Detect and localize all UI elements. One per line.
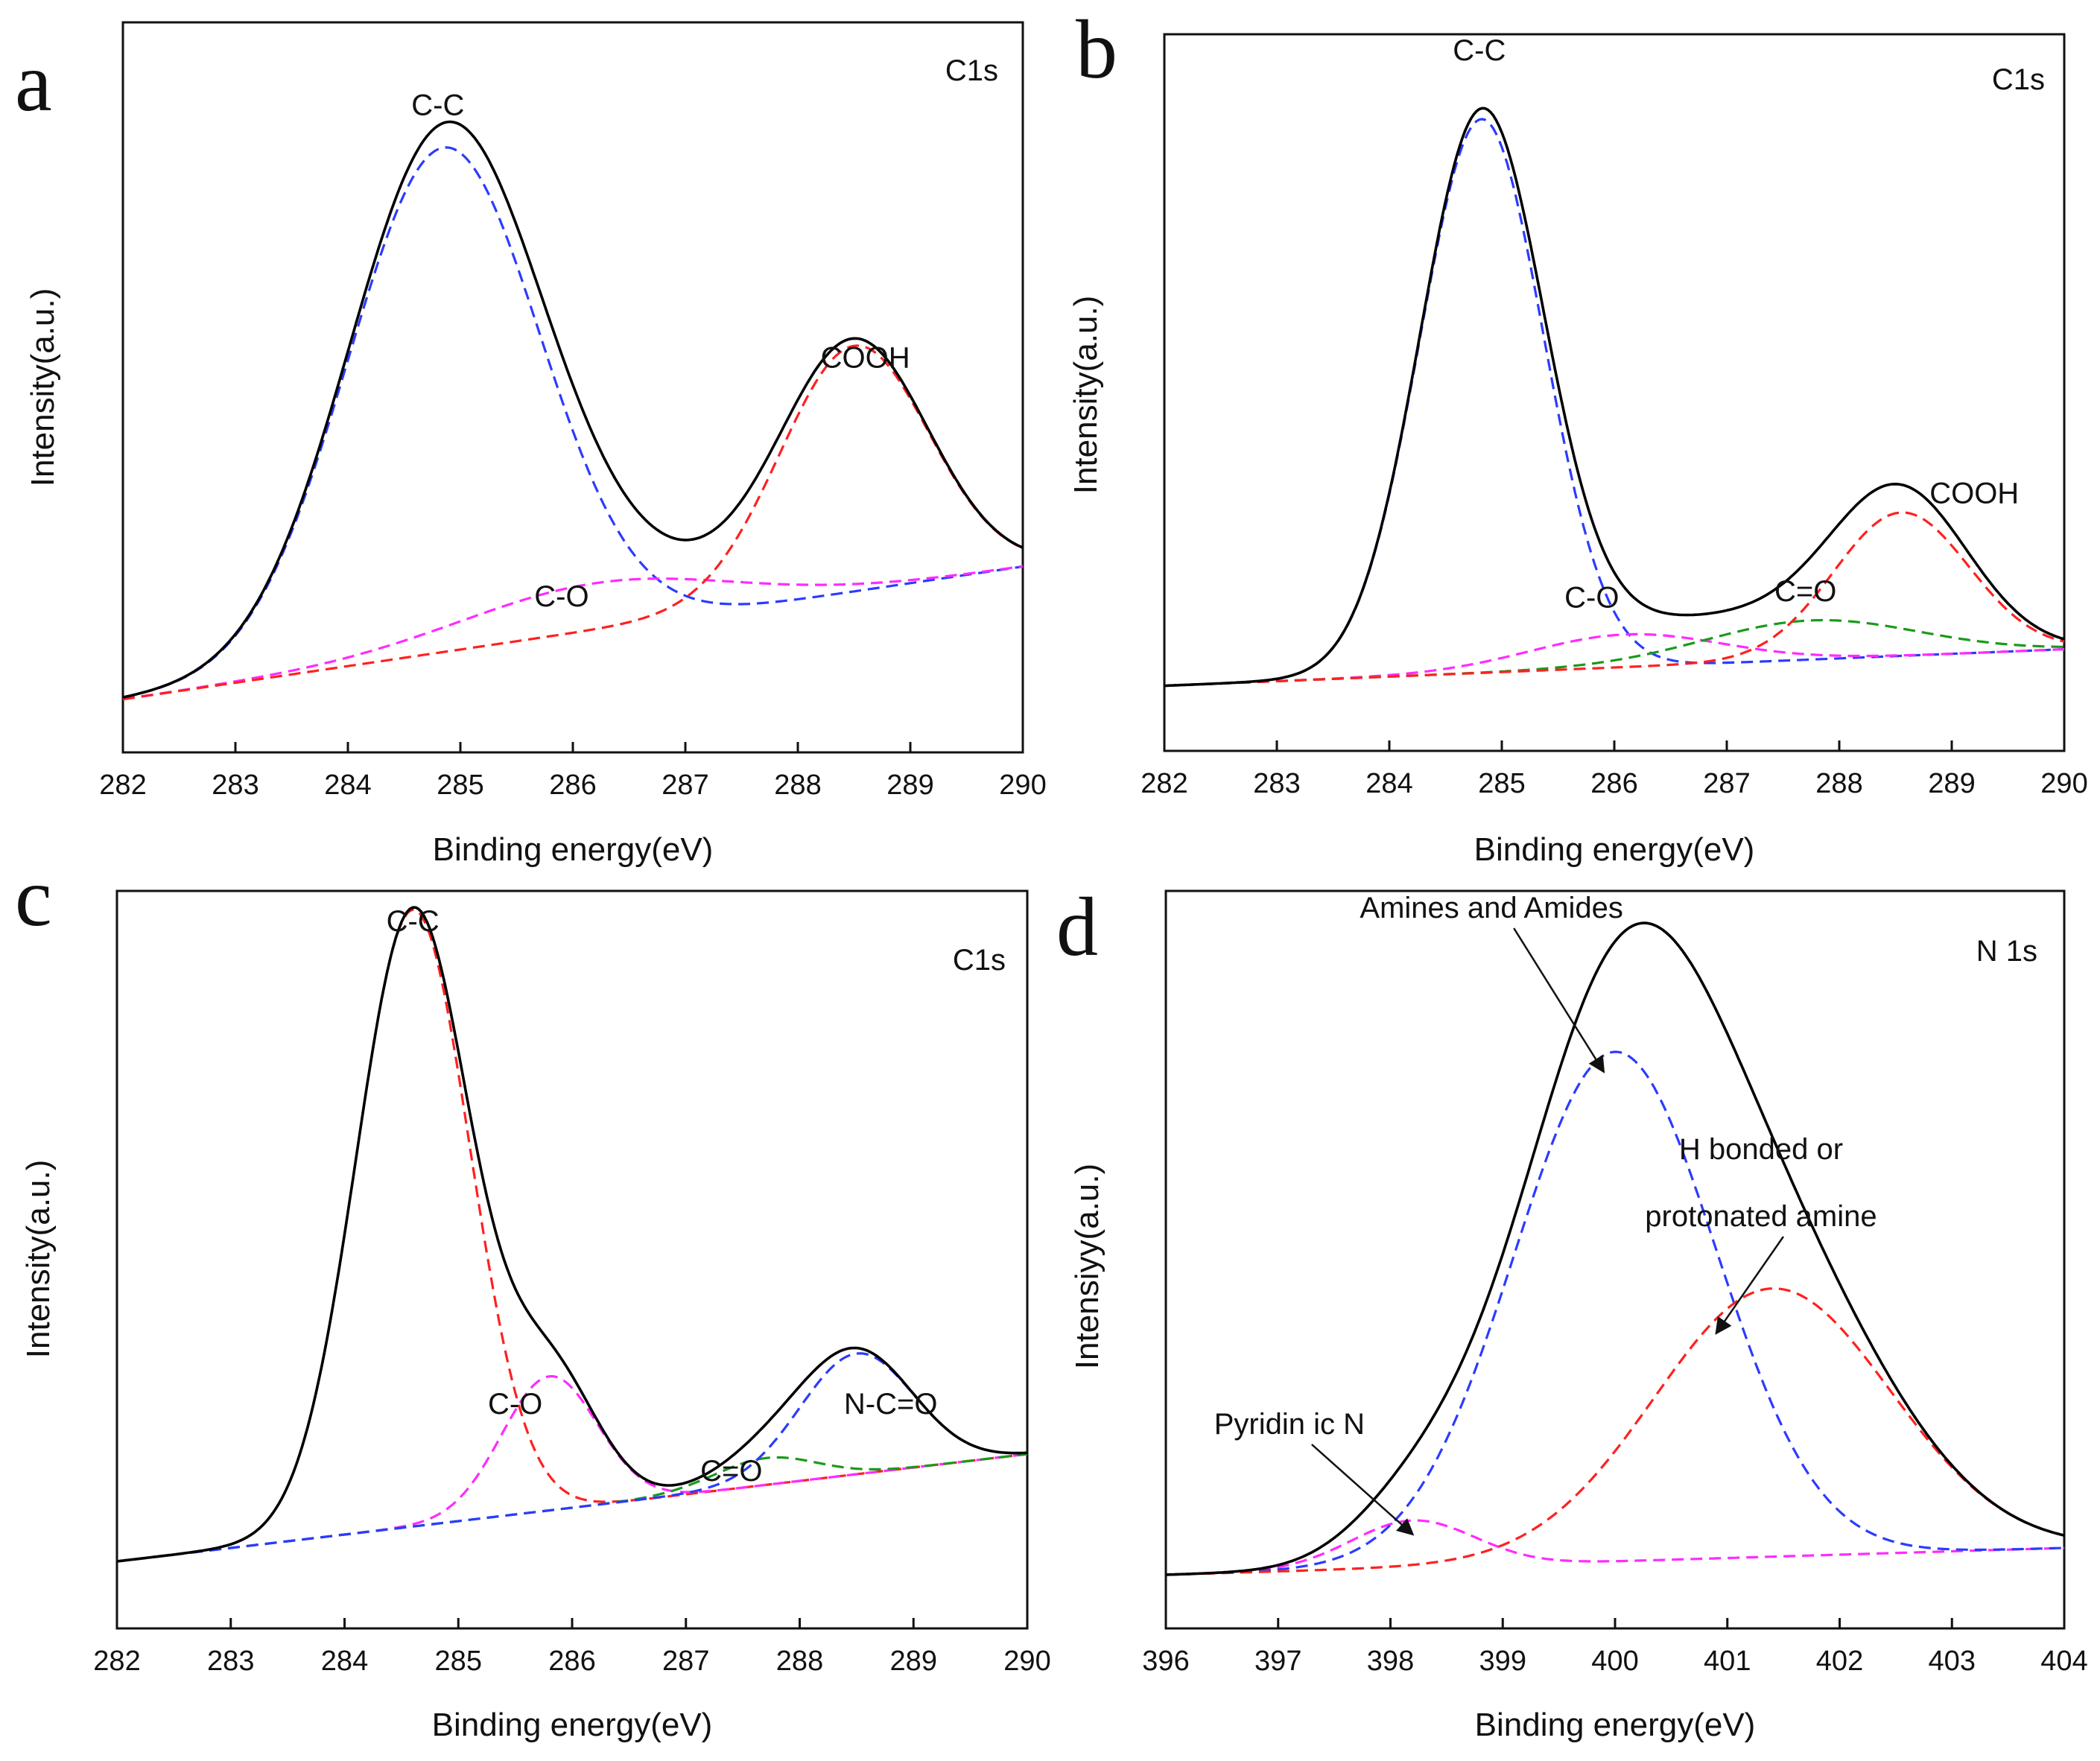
peak-label-b-cooh: COOH <box>1929 477 2019 510</box>
component-curve-b-c-o <box>1164 618 2065 688</box>
x-axis-title-b: Binding energy(eV) <box>1474 831 1755 868</box>
component-curve-d-amines-and-amides <box>1165 1050 2065 1576</box>
x-tick-label-d-404: 404 <box>2040 1646 2087 1677</box>
peak-label-b-c-o: C=O <box>1774 575 1836 608</box>
x-tick-label-d-401: 401 <box>1704 1646 1751 1677</box>
total-fit-curve-d <box>1165 921 2065 1576</box>
x-tick-label-a-290: 290 <box>999 770 1046 801</box>
peak-label-b-c-o: C-O <box>1564 582 1619 615</box>
component-curve-c-c-c <box>116 908 1028 1563</box>
spectrum-title-d: N 1s <box>1976 935 2037 968</box>
x-tick-label-d-396: 396 <box>1142 1646 1189 1677</box>
panel-b: b C1s Binding energy(eV) Intensity(a.u.)… <box>1068 4 2088 868</box>
total-fit-curve-b <box>1164 107 2065 688</box>
x-tick-label-b-289: 289 <box>1928 768 1975 799</box>
peak-label-d-protonated-amine: protonated amine <box>1645 1200 1877 1233</box>
panel-a: a C1s Binding energy(eV) Intensity(a.u.)… <box>15 21 1047 868</box>
x-tick-label-b-290: 290 <box>2040 768 2087 799</box>
component-curve-a-cooh <box>122 344 1024 701</box>
x-tick-label-b-283: 283 <box>1253 768 1300 799</box>
plot-frame-b <box>1163 33 2066 752</box>
x-tick-label-d-402: 402 <box>1816 1646 1863 1677</box>
peak-label-c-c-c: C-C <box>387 905 440 938</box>
x-tick-label-a-284: 284 <box>324 770 371 801</box>
x-tick-label-c-290: 290 <box>1003 1646 1050 1677</box>
peak-label-a-cooh: COOH <box>821 341 910 374</box>
x-tick-label-a-283: 283 <box>212 770 258 801</box>
arrow-d-amines-and-amides <box>1513 927 1605 1073</box>
plot-frame-d <box>1164 889 2066 1630</box>
x-tick-label-d-398: 398 <box>1367 1646 1414 1677</box>
x-tick-label-a-287: 287 <box>662 770 708 801</box>
y-axis-title-d: Intensiyy(a.u.) <box>1069 1164 1105 1369</box>
x-tick-label-c-283: 283 <box>207 1646 254 1677</box>
panel-letter-a: a <box>15 37 52 129</box>
x-tick-label-a-285: 285 <box>437 770 483 801</box>
x-tick-label-c-288: 288 <box>776 1646 823 1677</box>
panel-letter-c: c <box>15 851 52 944</box>
x-tick-label-d-397: 397 <box>1254 1646 1301 1677</box>
y-axis-title-c: Intensity(a.u.) <box>20 1160 57 1359</box>
x-tick-label-d-403: 403 <box>1929 1646 1976 1677</box>
spectrum-title-a: C1s <box>945 54 998 87</box>
component-curve-c-n-c-o <box>116 1352 1028 1563</box>
y-axis-title-b: Intensity(a.u.) <box>1068 296 1104 495</box>
component-curve-a-c-c <box>122 146 1024 699</box>
x-tick-label-a-288: 288 <box>774 770 821 801</box>
y-axis-title-a: Intensity(a.u.) <box>25 288 61 487</box>
x-axis-title-a: Binding energy(eV) <box>433 831 714 868</box>
panel-c: c C1s Binding energy(eV) Intensity(a.u.)… <box>15 851 1051 1743</box>
component-curve-b-cooh <box>1164 511 2065 688</box>
peak-label-d-h-bonded-or: H bonded or <box>1679 1133 1843 1166</box>
total-fit-curve-a <box>122 120 1024 699</box>
spectrum-title-c: C1s <box>953 944 1006 977</box>
peak-label-d-pyridin-ic-n: Pyridin ic N <box>1214 1408 1365 1441</box>
peak-label-a-c-c: C-C <box>411 89 464 122</box>
x-tick-label-d-400: 400 <box>1591 1646 1638 1677</box>
plot-frame-c <box>115 889 1029 1630</box>
x-tick-label-b-282: 282 <box>1141 768 1187 799</box>
x-axis-title-d: Binding energy(eV) <box>1475 1707 1756 1743</box>
panel-d: d N 1s Binding energy(eV) Intensiyy(a.u.… <box>1056 881 2088 1743</box>
x-tick-label-c-282: 282 <box>93 1646 140 1677</box>
x-tick-label-b-284: 284 <box>1365 768 1412 799</box>
panel-letter-b: b <box>1076 4 1117 96</box>
peak-label-a-c-o: C-O <box>534 580 589 613</box>
x-axis-title-c: Binding energy(eV) <box>432 1707 713 1743</box>
total-fit-curve-c <box>116 906 1028 1563</box>
component-curve-d-pyridin-ic-n <box>1165 1519 2065 1576</box>
panel-letter-d: d <box>1056 881 1098 974</box>
x-tick-label-d-399: 399 <box>1479 1646 1526 1677</box>
x-tick-label-b-285: 285 <box>1478 768 1525 799</box>
component-curve-d-h-bonded-or-protonated-amine <box>1165 1287 2065 1576</box>
arrow-d-protonated-amine <box>1715 1236 1785 1335</box>
peak-label-b-c-c: C-C <box>1453 34 1506 67</box>
x-tick-label-c-286: 286 <box>548 1646 595 1677</box>
peak-label-c-c-o: C=O <box>700 1455 762 1488</box>
x-tick-label-c-285: 285 <box>435 1646 482 1677</box>
peak-label-c-n-c-o: N-C=O <box>844 1388 938 1421</box>
x-tick-label-b-286: 286 <box>1590 768 1637 799</box>
peak-label-c-c-o: C-O <box>488 1388 542 1421</box>
arrow-d-pyridin-ic-n <box>1310 1444 1415 1536</box>
x-tick-label-c-287: 287 <box>662 1646 709 1677</box>
peak-label-d-amines-and-amides: Amines and Amides <box>1360 892 1623 924</box>
x-tick-label-a-286: 286 <box>549 770 596 801</box>
x-tick-label-b-287: 287 <box>1703 768 1750 799</box>
x-tick-label-a-282: 282 <box>99 770 146 801</box>
x-tick-label-c-289: 289 <box>890 1646 937 1677</box>
x-tick-label-b-288: 288 <box>1815 768 1862 799</box>
spectrum-title-b: C1s <box>1992 63 2045 96</box>
x-tick-label-c-284: 284 <box>321 1646 368 1677</box>
component-curve-a-c-o <box>122 565 1024 701</box>
x-tick-label-a-289: 289 <box>886 770 933 801</box>
